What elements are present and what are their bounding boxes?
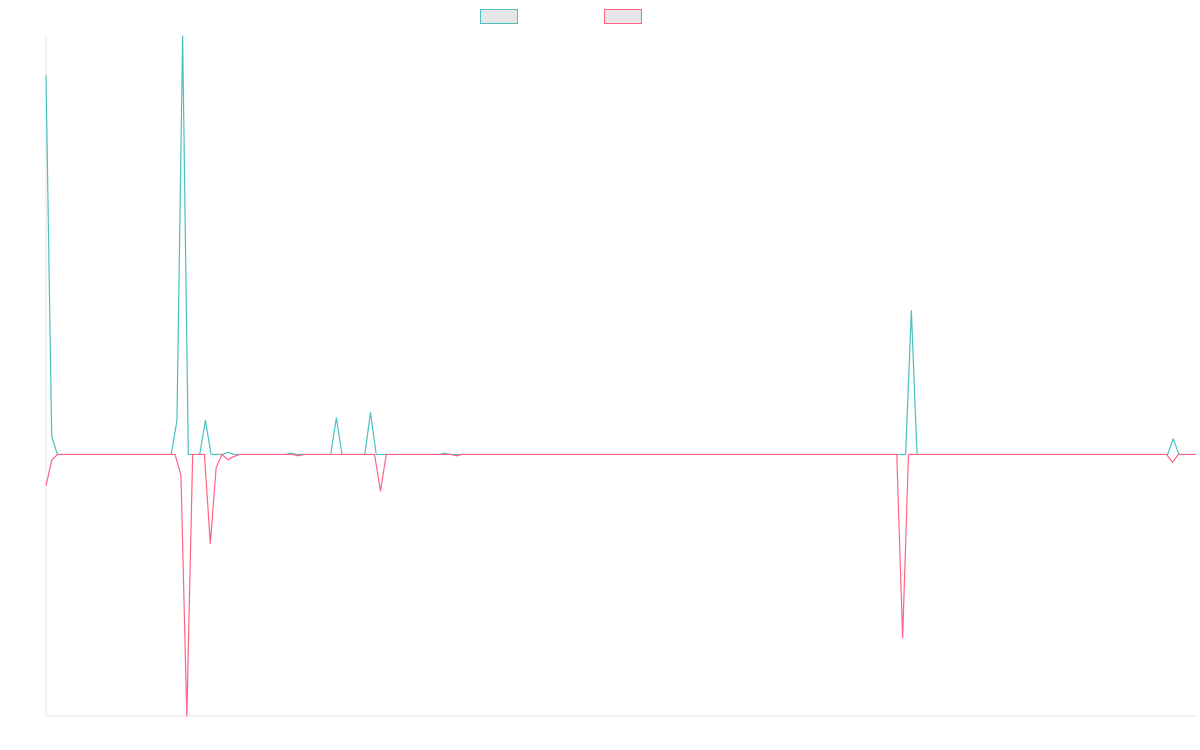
- chart-axes: [45, 36, 1196, 717]
- legend-swatch-series-2: [604, 9, 642, 24]
- series-line-1[interactable]: [45, 35, 1196, 456]
- legend-item-series-1[interactable]: [480, 9, 518, 24]
- chart-legend: [0, 9, 1200, 27]
- legend-item-series-2[interactable]: [604, 9, 642, 24]
- legend-swatch-series-1: [480, 9, 518, 24]
- chart-series-layer: [45, 35, 1196, 717]
- series-line-2[interactable]: [45, 453, 1196, 717]
